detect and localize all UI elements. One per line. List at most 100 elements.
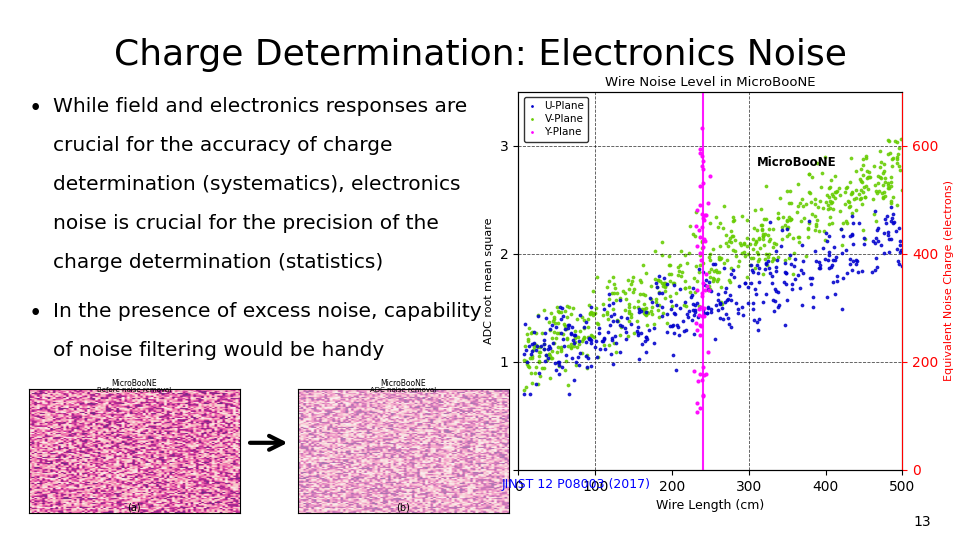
U-Plane [685,284,701,292]
U-Plane [826,256,841,265]
V-Plane [869,189,884,198]
Y-Plane [698,286,713,295]
U-Plane [843,255,858,264]
U-Plane [568,357,584,366]
Text: ADC noise removal: ADC noise removal [370,387,437,393]
U-Plane [617,323,633,332]
V-Plane [558,307,573,315]
U-Plane [524,347,540,355]
V-Plane [734,212,750,220]
V-Plane [824,190,839,199]
U-Plane [829,272,845,280]
V-Plane [626,285,641,293]
U-Plane [566,331,582,340]
U-Plane [732,282,747,291]
V-Plane [718,231,733,239]
U-Plane [630,326,645,335]
V-Plane [704,265,719,274]
V-Plane [756,270,771,279]
V-Plane [826,192,841,200]
U-Plane [808,256,824,265]
Y-Plane [688,319,704,327]
U-Plane [604,336,619,345]
U-Plane [698,275,713,284]
V-Plane [807,225,823,234]
V-Plane [627,329,642,338]
V-Plane [728,235,743,244]
V-Plane [880,184,896,192]
U-Plane [637,333,653,341]
V-Plane [860,173,876,181]
Text: MicroBooNE: MicroBooNE [756,156,836,168]
V-Plane [540,349,556,358]
U-Plane [752,277,767,286]
V-Plane [724,227,739,235]
Y-Plane [694,210,709,218]
U-Plane [731,305,746,314]
V-Plane [791,237,806,246]
U-Plane [708,301,724,309]
V-Plane [651,275,666,284]
U-Plane [802,217,817,226]
U-Plane [556,342,571,350]
Text: Before noise removal: Before noise removal [97,387,172,393]
U-Plane [737,278,753,287]
V-Plane [595,310,611,319]
U-Plane [651,272,666,281]
U-Plane [539,313,554,322]
V-Plane [825,198,840,206]
V-Plane [721,276,736,285]
U-Plane [530,312,545,320]
V-Plane [636,260,651,269]
U-Plane [584,335,599,344]
U-Plane [607,332,622,341]
V-Plane [742,260,757,269]
U-Plane [869,234,884,242]
V-Plane [631,297,646,306]
V-Plane [678,284,693,292]
U-Plane [684,291,699,299]
V-Plane [703,272,718,281]
U-Plane [588,336,604,345]
V-Plane [621,300,636,308]
U-Plane [790,271,805,279]
V-Plane [622,316,637,325]
U-Plane [720,294,735,303]
V-Plane [559,325,574,333]
V-Plane [794,195,809,204]
U-Plane [880,228,896,237]
V-Plane [576,315,591,324]
V-Plane [560,341,575,350]
V-Plane [844,188,859,197]
V-Plane [716,202,732,211]
U-Plane [774,242,789,251]
V-Plane [820,205,835,214]
V-Plane [810,202,826,211]
V-Plane [781,254,797,262]
V-Plane [523,369,539,377]
V-Plane [568,361,584,369]
V-Plane [552,308,567,316]
V-Plane [663,270,679,279]
V-Plane [621,308,636,317]
U-Plane [768,286,783,295]
V-Plane [876,160,891,168]
V-Plane [809,216,825,225]
U-Plane [696,267,711,276]
V-Plane [612,293,628,302]
U-Plane [545,339,561,348]
V-Plane [662,276,678,285]
U-Plane [747,315,762,324]
U-Plane [588,343,603,352]
V-Plane [720,242,735,251]
V-Plane [588,304,604,313]
V-Plane [726,215,741,224]
V-Plane [770,253,785,261]
V-Plane [586,287,601,296]
U-Plane [833,225,849,233]
V-Plane [859,154,875,163]
U-Plane [555,311,570,320]
V-Plane [550,307,565,315]
V-Plane [617,288,633,297]
V-Plane [702,285,717,293]
